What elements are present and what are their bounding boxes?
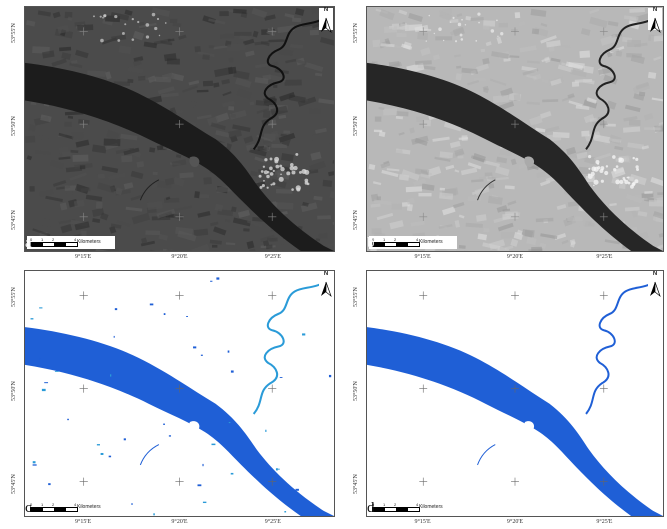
river-island [524, 156, 535, 168]
scale-unit: Kilometers [77, 239, 101, 245]
map-image [25, 271, 334, 516]
map-image [25, 7, 334, 251]
scale-tick-label: 2 [394, 502, 397, 507]
scale-tick-label: 0 [30, 237, 33, 242]
latitude-label: 53°50'N [353, 380, 359, 401]
graticule [419, 27, 608, 221]
river-island [524, 421, 535, 432]
scale-tick-label: 0 [372, 237, 375, 242]
river-water [25, 62, 334, 251]
river-water [367, 62, 663, 251]
scale-tick-label: 1 [383, 237, 386, 242]
scale-unit: Kilometers [77, 504, 101, 510]
scale-bar-graphic [30, 507, 78, 512]
scale-bar-graphic [372, 507, 420, 512]
longitude-label: 9°15'E [75, 254, 92, 260]
scale-tick-label: 4 [74, 237, 77, 242]
graticule [79, 291, 277, 486]
map-panel-c: N 0 1 2 4 Kilometers c 53°55'N 53°50'N 53°45'N 9°1… [11, 270, 355, 529]
longitude-label: 9°20'E [171, 519, 188, 525]
north-label: N [323, 271, 329, 277]
creek [477, 444, 496, 466]
map-image [367, 7, 663, 251]
panel-letter: d [367, 500, 375, 516]
map-panel-d: N 0 1 2 4 Kilometers d 53°55'N 53°50'N 53°45'N 9°1… [353, 270, 667, 529]
scale-bar-graphic [30, 242, 78, 247]
map-panel-a: N 0 1 2 4 Kilometers a 53°55'N 53°50'N 53°45'N 9°1… [11, 6, 355, 264]
scale-bar: 0 1 2 4 Kilometers [27, 236, 115, 249]
latitude-label: 53°50'N [11, 380, 17, 401]
north-arrow-icon: N [319, 7, 333, 34]
latitude-label: 53°50'N [11, 116, 17, 137]
north-arrow-icon: N [648, 7, 662, 34]
north-label: N [323, 7, 329, 13]
longitude-label: 9°15'E [414, 254, 431, 260]
panel-letter: b [367, 235, 375, 251]
scale-tick-label: 4 [74, 502, 77, 507]
longitude-label: 9°25'E [264, 519, 281, 525]
scale-bar: 0 1 2 4 Kilometers [369, 501, 457, 514]
longitude-label: 9°25'E [596, 519, 613, 525]
river-water [25, 327, 334, 516]
longitude-label: 9°25'E [596, 254, 613, 260]
longitude-label: 9°20'E [506, 254, 524, 260]
latitude-label: 53°45'N [353, 209, 359, 230]
north-label: N [652, 271, 658, 277]
scale-tick-label: 2 [52, 502, 55, 507]
scale-unit: Kilometers [419, 239, 443, 245]
scale-bar-graphic [372, 242, 420, 247]
map-panel-b: N 0 1 2 4 Kilometers b 53°55'N 53°50'N 53°45'N 9°1… [353, 6, 667, 264]
panel-letter: a [25, 235, 32, 251]
tributary [252, 278, 331, 415]
scale-tick-label: 4 [416, 502, 419, 507]
latitude-label: 53°55'N [11, 22, 17, 43]
tributary [252, 14, 331, 150]
map-frame: N 0 1 2 4 Kilometers [366, 6, 664, 252]
longitude-label: 9°25'E [264, 254, 281, 260]
north-arrow-icon: N [648, 271, 662, 298]
creek [139, 444, 160, 466]
scale-tick-label: 4 [416, 237, 419, 242]
scale-unit: Kilometers [419, 504, 443, 510]
graticule [419, 291, 608, 486]
latitude-label: 53°55'N [11, 286, 17, 307]
tributary [585, 278, 660, 415]
river-island [189, 156, 200, 168]
map-frame: N 0 1 2 4 Kilometers [24, 270, 335, 517]
scale-tick-label: 0 [30, 502, 33, 507]
latitude-label: 53°55'N [353, 22, 359, 43]
scale-tick-label: 1 [41, 502, 44, 507]
map-frame: N 0 1 2 4 Kilometers [24, 6, 335, 252]
misclassified-specks [30, 277, 332, 516]
latitude-label: 53°45'N [11, 474, 17, 495]
longitude-label: 9°15'E [414, 519, 431, 525]
longitude-label: 9°20'E [506, 519, 524, 525]
latitude-label: 53°55'N [353, 286, 359, 307]
map-image [367, 271, 663, 516]
town-area [93, 12, 310, 192]
latitude-label: 53°50'N [353, 116, 359, 137]
north-label: N [652, 7, 658, 13]
tributary [585, 14, 660, 150]
river-water [367, 327, 663, 516]
scale-tick-label: 2 [52, 237, 55, 242]
map-frame: N 0 1 2 4 Kilometers [366, 270, 664, 517]
creek [477, 179, 496, 201]
scale-tick-label: 0 [372, 502, 375, 507]
scale-tick-label: 1 [41, 237, 44, 242]
longitude-label: 9°20'E [171, 254, 188, 260]
scale-bar: 0 1 2 4 Kilometers [369, 236, 457, 249]
town-area [425, 12, 640, 189]
panel-letter: c [25, 500, 32, 516]
latitude-label: 53°45'N [11, 209, 17, 230]
longitude-label: 9°15'E [75, 519, 92, 525]
north-arrow-icon: N [319, 271, 333, 298]
scale-tick-label: 2 [394, 237, 397, 242]
river-island [189, 421, 200, 432]
graticule [79, 27, 277, 221]
scale-tick-label: 1 [383, 502, 386, 507]
latitude-label: 53°45'N [353, 474, 359, 495]
scale-bar: 0 1 2 4 Kilometers [27, 501, 115, 514]
creek [139, 179, 160, 201]
